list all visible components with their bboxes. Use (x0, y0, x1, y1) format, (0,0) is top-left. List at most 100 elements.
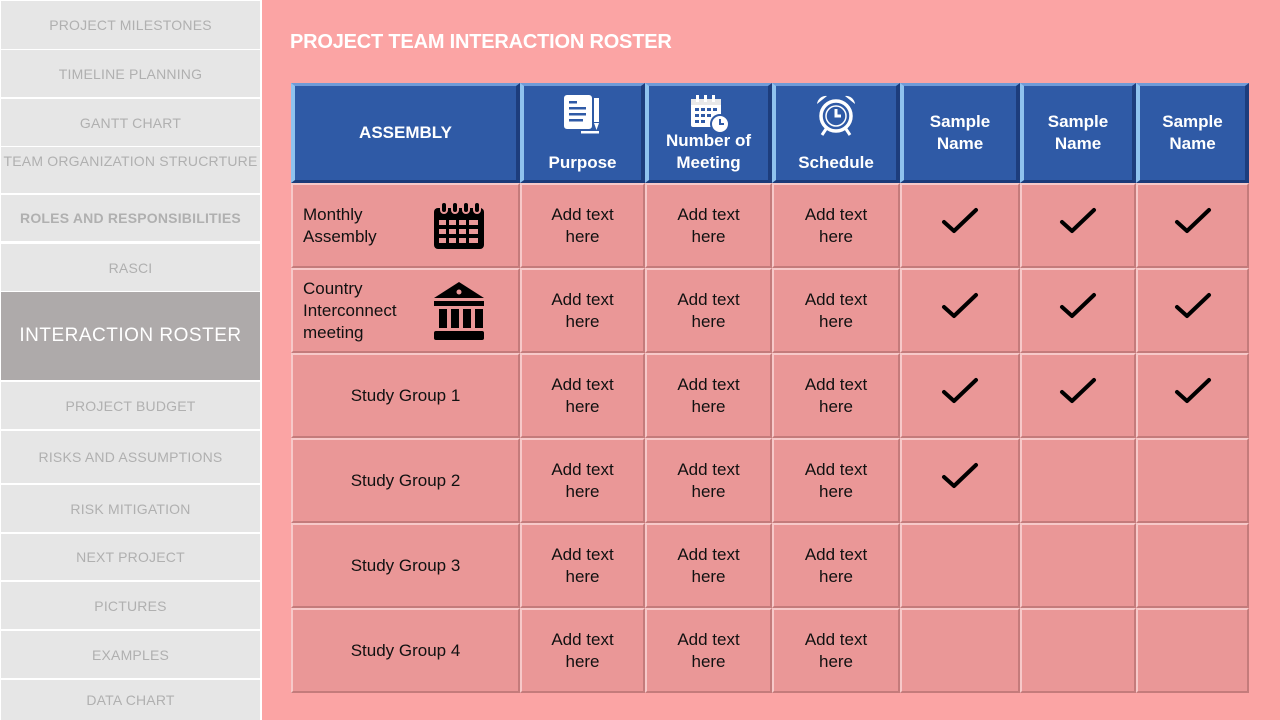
row-name: Study Group 1 (350, 385, 461, 405)
sidebar-item-examples[interactable]: EXAMPLES (1, 631, 260, 678)
sidebar-item-next-project[interactable]: NEXT PROJECT (1, 534, 260, 580)
sample-name-check-cell[interactable] (1136, 438, 1249, 523)
cell-text: Add text here (677, 374, 740, 416)
cell-text: Add text here (551, 289, 614, 331)
sidebar-item-risk-mitigation[interactable]: RISK MITIGATION (1, 485, 260, 532)
sample-name-check-cell[interactable] (1020, 523, 1136, 608)
row-purpose-cell[interactable]: Add text here (520, 268, 645, 353)
sidebar-item-gantt-chart[interactable]: GANTT CHART (1, 99, 260, 146)
checkmark-icon (1174, 376, 1212, 406)
sidebar-item-team-organization-strucrture[interactable]: TEAM ORGANIZATION STRUCRTURE (1, 147, 260, 193)
row-purpose-cell[interactable]: Add text here (520, 523, 645, 608)
row-meetings-cell[interactable]: Add text here (645, 183, 772, 268)
cell-text: Add text here (804, 544, 868, 586)
sample-name-check-cell[interactable] (1020, 183, 1136, 268)
sample-name-check-cell[interactable] (900, 353, 1020, 438)
sidebar-item-interaction-roster[interactable]: INTERACTION ROSTER (1, 292, 260, 380)
header-sample-name-2: Sample Name (1020, 83, 1136, 183)
row-name-cell[interactable]: Study Group 4 (291, 608, 520, 693)
row-purpose-cell[interactable]: Add text here (520, 608, 645, 693)
checkmark-icon (1059, 206, 1097, 236)
sample-name-check-cell[interactable] (1020, 608, 1136, 693)
checkmark-icon (941, 376, 979, 406)
sample-name-check-cell[interactable] (1136, 608, 1249, 693)
cell-text: Add text here (804, 289, 868, 331)
header-label: Purpose (548, 153, 617, 172)
cell-text: Add text here (677, 289, 740, 331)
sample-name-check-cell[interactable] (900, 268, 1020, 353)
calendar-icon (432, 200, 486, 251)
sample-name-check-cell[interactable] (1020, 353, 1136, 438)
row-meetings-cell[interactable]: Add text here (645, 268, 772, 353)
row-name-cell[interactable]: Monthly Assembly (291, 183, 520, 268)
sample-name-check-cell[interactable] (900, 608, 1020, 693)
sidebar-item-project-milestones[interactable]: PROJECT MILESTONES (1, 1, 260, 49)
header-label: Schedule (798, 153, 874, 172)
sample-name-check-cell[interactable] (900, 438, 1020, 523)
sidebar-item-pictures[interactable]: PICTURES (1, 582, 260, 629)
sidebar-item-rasci[interactable]: RASCI (1, 244, 260, 291)
cell-text: Add text here (677, 629, 740, 671)
sample-name-check-cell[interactable] (1136, 523, 1249, 608)
checkmark-icon (941, 291, 979, 321)
row-schedule-cell[interactable]: Add text here (772, 438, 900, 523)
cell-text: Add text here (551, 204, 614, 246)
cell-text: Add text here (677, 459, 740, 501)
row-meetings-cell[interactable]: Add text here (645, 523, 772, 608)
sidebar-item-timeline-planning[interactable]: TIMELINE PLANNING (1, 50, 260, 97)
row-name: Country Interconnect meeting (303, 278, 397, 342)
bank-building-icon (432, 280, 486, 342)
sidebar-item-project-budget[interactable]: PROJECT BUDGET (1, 382, 260, 429)
interaction-roster-table: ASSEMBLY Purpose Number of Meeting Schedule… (291, 83, 1249, 693)
cell-text: Add text here (804, 374, 868, 416)
sidebar-nav: PROJECT MILESTONES TIMELINE PLANNING GANTT… (0, 0, 262, 720)
sidebar-item-data-chart[interactable]: DATA CHART (1, 680, 260, 720)
row-name-cell[interactable]: Study Group 3 (291, 523, 520, 608)
checkmark-icon (1059, 291, 1097, 321)
row-purpose-cell[interactable]: Add text here (520, 353, 645, 438)
sample-name-check-cell[interactable] (900, 523, 1020, 608)
row-schedule-cell[interactable]: Add text here (772, 353, 900, 438)
sample-name-check-cell[interactable] (1136, 268, 1249, 353)
header-sample-name-3: Sample Name (1136, 83, 1249, 183)
cell-text: Add text here (804, 629, 868, 671)
checkmark-icon (1059, 376, 1097, 406)
header-label: Sample Name (1162, 112, 1223, 153)
cell-text: Add text here (551, 629, 614, 671)
row-name-cell[interactable]: Country Interconnect meeting (291, 268, 520, 353)
row-name: Monthly Assembly (303, 204, 377, 246)
row-name-cell[interactable]: Study Group 2 (291, 438, 520, 523)
header-schedule: Schedule (772, 83, 900, 183)
row-schedule-cell[interactable]: Add text here (772, 268, 900, 353)
row-name: Study Group 3 (350, 555, 461, 575)
sample-name-check-cell[interactable] (1136, 183, 1249, 268)
sidebar-item-roles-and-responsibilities[interactable]: ROLES AND RESPONSIBILITIES (1, 195, 260, 241)
row-purpose-cell[interactable]: Add text here (520, 438, 645, 523)
row-name-cell[interactable]: Study Group 1 (291, 353, 520, 438)
sample-name-check-cell[interactable] (1020, 268, 1136, 353)
sample-name-check-cell[interactable] (1136, 353, 1249, 438)
row-meetings-cell[interactable]: Add text here (645, 608, 772, 693)
row-meetings-cell[interactable]: Add text here (645, 353, 772, 438)
cell-text: Add text here (551, 544, 614, 586)
row-name: Study Group 4 (350, 640, 461, 660)
sidebar-item-risks-and-assumptions[interactable]: RISKS AND ASSUMPTIONS (1, 431, 260, 483)
row-purpose-cell[interactable]: Add text here (520, 183, 645, 268)
sample-name-check-cell[interactable] (900, 183, 1020, 268)
header-label: ASSEMBLY (359, 123, 452, 142)
header-assembly: ASSEMBLY (291, 83, 520, 183)
header-label: Number of Meeting (666, 131, 751, 172)
checkmark-icon (941, 461, 979, 491)
header-purpose: Purpose (520, 83, 645, 183)
row-meetings-cell[interactable]: Add text here (645, 438, 772, 523)
checkmark-icon (1174, 206, 1212, 236)
row-schedule-cell[interactable]: Add text here (772, 183, 900, 268)
sample-name-check-cell[interactable] (1020, 438, 1136, 523)
header-label: Sample Name (929, 112, 991, 153)
cell-text: Add text here (804, 204, 868, 246)
document-edit-icon (561, 92, 605, 136)
row-schedule-cell[interactable]: Add text here (772, 608, 900, 693)
checkmark-icon (941, 206, 979, 236)
row-schedule-cell[interactable]: Add text here (772, 523, 900, 608)
checkmark-icon (1174, 291, 1212, 321)
